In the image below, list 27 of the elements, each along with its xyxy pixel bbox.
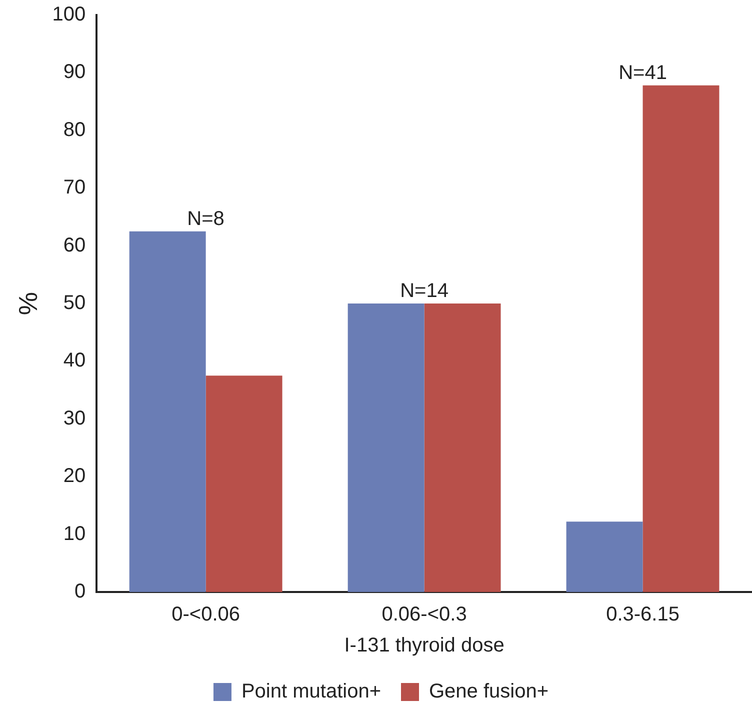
x-axis-title: I-131 thyroid dose <box>344 634 504 657</box>
legend-label: Gene fusion+ <box>429 680 549 703</box>
bar <box>642 85 720 592</box>
y-tick-label: 100 <box>52 4 86 26</box>
annotation: N=41 <box>618 62 667 84</box>
legend-label: Point mutation+ <box>241 680 381 703</box>
bar <box>566 522 643 592</box>
y-tick-label: 20 <box>63 465 86 488</box>
annotation: N=8 <box>187 208 224 230</box>
y-tick-label: 50 <box>63 292 86 314</box>
x-tick-label: 0.06-<0.3 <box>382 604 467 626</box>
y-tick-label: 70 <box>63 176 86 199</box>
y-tick-label: 10 <box>63 522 86 545</box>
bar <box>206 376 282 592</box>
y-tick-label: 40 <box>63 350 86 372</box>
y-tick-label: 60 <box>63 234 86 256</box>
y-tick-label: 30 <box>63 407 86 430</box>
bar <box>424 304 501 592</box>
annotation: N=14 <box>400 280 448 302</box>
y-tick-label: 80 <box>63 118 86 141</box>
y-tick-label: 90 <box>63 61 86 84</box>
bar <box>348 304 424 592</box>
y-tick-label: 0 <box>74 580 86 603</box>
x-tick-label: 0-<0.06 <box>172 604 240 626</box>
bar <box>129 231 206 592</box>
x-tick-label: 0.3-6.15 <box>606 604 680 626</box>
y-axis-title: % <box>12 292 43 316</box>
